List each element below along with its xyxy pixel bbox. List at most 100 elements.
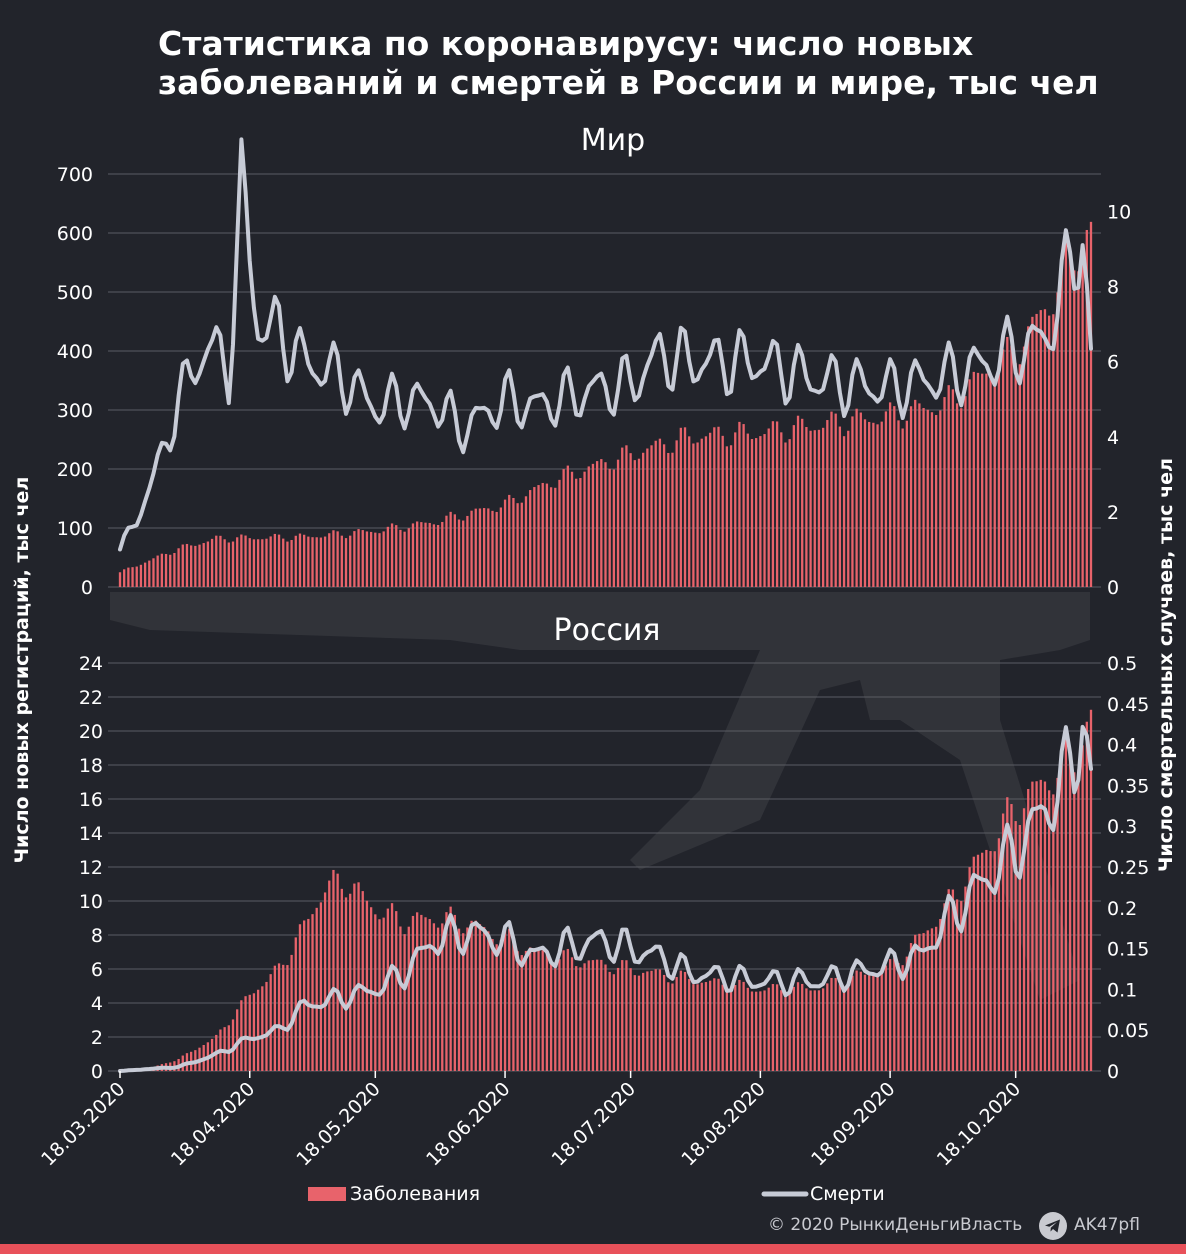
cases-bar <box>821 427 825 587</box>
cases-bar <box>767 428 770 587</box>
cases-bar <box>968 379 971 587</box>
cases-bar <box>683 971 687 1071</box>
cases-bar <box>985 373 988 587</box>
cases-bar <box>403 934 406 1071</box>
cases-bar <box>838 426 842 587</box>
left-tick-label: 22 <box>79 687 103 709</box>
cases-bar <box>428 522 431 587</box>
cases-bar <box>529 490 532 587</box>
cases-bar <box>884 411 888 587</box>
cases-bar <box>926 930 929 1071</box>
cases-bar <box>901 965 904 1071</box>
cases-bar <box>696 442 699 587</box>
cases-bar <box>1073 772 1076 1071</box>
cases-bar <box>369 907 373 1071</box>
cases-bar <box>516 951 519 1071</box>
left-tick-label: 200 <box>57 459 93 481</box>
cases-bar <box>399 926 402 1071</box>
cases-bar <box>1073 270 1076 587</box>
cases-bar <box>181 544 184 587</box>
cases-bar <box>244 996 247 1071</box>
cases-bar <box>495 944 498 1071</box>
cases-bar <box>537 949 540 1071</box>
cases-bar <box>734 432 737 587</box>
cases-bar <box>738 979 741 1071</box>
cases-bar <box>704 436 708 587</box>
left-tick-label: 300 <box>57 400 93 422</box>
right-tick-label: 0.35 <box>1107 775 1149 797</box>
cases-bar <box>679 427 682 587</box>
cases-bar <box>909 943 913 1071</box>
cases-bar <box>658 438 662 587</box>
cases-bar <box>847 984 850 1071</box>
cases-bar <box>1006 337 1009 587</box>
left-tick-label: 0 <box>91 1061 103 1083</box>
cases-bar <box>566 465 569 587</box>
cases-bar <box>1014 363 1017 587</box>
cases-bar <box>838 984 842 1071</box>
cases-bar <box>470 920 473 1071</box>
cases-bar <box>746 987 749 1071</box>
cases-bar <box>160 553 164 587</box>
cases-bar <box>307 536 310 587</box>
world-panel: Мир 0 100 200 300 400 500 600 700 0 2 4 6 8 10 <box>57 123 1131 599</box>
cases-bar <box>792 986 795 1071</box>
cases-bar <box>964 396 967 587</box>
cases-bar <box>658 969 662 1071</box>
left-tick-label: 600 <box>57 223 93 245</box>
cases-bar <box>248 994 251 1071</box>
cases-bar <box>985 849 988 1071</box>
cases-bar <box>930 412 934 587</box>
cases-bar <box>474 508 477 587</box>
cases-bar <box>654 440 657 587</box>
cases-bar <box>608 971 611 1071</box>
world-cases-bars <box>118 221 1093 588</box>
cases-bar <box>847 430 850 587</box>
cases-bar <box>809 990 812 1071</box>
right-tick-label: 0 <box>1107 577 1119 599</box>
cases-bar <box>533 948 536 1071</box>
cases-bar <box>215 535 218 587</box>
cases-bar <box>817 990 821 1071</box>
cases-bar <box>520 955 523 1071</box>
cases-bar <box>118 572 122 587</box>
cases-bar <box>717 978 720 1071</box>
cases-bar <box>449 511 452 587</box>
cases-bar <box>252 539 256 587</box>
cases-bar <box>1039 310 1042 587</box>
cases-bar <box>545 483 549 587</box>
cases-bar <box>1064 237 1068 587</box>
cases-bar <box>361 530 364 587</box>
cases-bar <box>516 503 519 587</box>
cases-bar <box>286 965 289 1071</box>
left-tick-label: 12 <box>79 857 103 879</box>
cases-bar <box>914 934 917 1071</box>
cases-bar <box>909 406 913 587</box>
cases-bar <box>1089 221 1093 588</box>
cases-bar <box>269 536 272 587</box>
cases-bar <box>742 424 745 587</box>
cases-bar <box>579 967 582 1071</box>
cases-bar <box>185 543 189 587</box>
cases-bar <box>667 452 670 587</box>
cases-bar <box>549 961 553 1071</box>
cases-bar <box>667 982 670 1071</box>
cases-bar <box>189 545 193 587</box>
cases-bar <box>139 564 143 587</box>
cases-bar <box>198 544 201 587</box>
cases-bar <box>692 443 695 587</box>
russia-deaths-line <box>118 724 1093 1073</box>
cases-bar <box>466 927 469 1071</box>
cases-bar <box>554 487 557 587</box>
cases-bar <box>796 415 800 587</box>
cases-bar <box>591 463 595 587</box>
cases-bar <box>386 908 390 1071</box>
cases-bar <box>156 555 159 587</box>
cases-bar <box>583 471 586 587</box>
cases-bar <box>499 940 503 1071</box>
cases-bar <box>294 937 297 1071</box>
cases-bar <box>411 523 415 587</box>
cases-bar <box>612 469 616 587</box>
cases-bar <box>642 452 645 587</box>
cases-bar <box>336 873 339 1071</box>
